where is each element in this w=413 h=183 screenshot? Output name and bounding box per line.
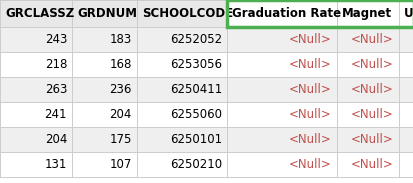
Text: 243: 243: [45, 33, 67, 46]
Text: GRCLASSZ: GRCLASSZ: [5, 7, 74, 20]
Text: Magnet: Magnet: [341, 7, 391, 20]
Bar: [0, 127, 72, 152]
Text: 6250411: 6250411: [169, 83, 221, 96]
Text: <Null>: <Null>: [350, 33, 393, 46]
Bar: [72, 27, 137, 52]
Bar: [137, 27, 226, 52]
Text: <Null>: <Null>: [350, 83, 393, 96]
Bar: [72, 127, 137, 152]
Bar: [137, 102, 226, 127]
Bar: [72, 0, 137, 27]
Text: Under82: Under82: [403, 7, 413, 20]
Bar: [72, 52, 137, 77]
Bar: [336, 0, 398, 27]
Bar: [226, 127, 336, 152]
Text: <Null>: <Null>: [350, 108, 393, 121]
Text: 6250210: 6250210: [169, 158, 221, 171]
Text: SCHOOLCODE: SCHOOLCODE: [142, 7, 233, 20]
Bar: [226, 52, 336, 77]
Bar: [336, 152, 398, 177]
Text: 131: 131: [45, 158, 67, 171]
Bar: [226, 152, 336, 177]
Text: 204: 204: [45, 133, 67, 146]
Text: <Null>: <Null>: [350, 133, 393, 146]
Bar: [226, 77, 336, 102]
Bar: [0, 77, 72, 102]
Bar: [137, 52, 226, 77]
Bar: [226, 0, 336, 27]
Bar: [336, 102, 398, 127]
Text: <Null>: <Null>: [289, 158, 331, 171]
Text: 204: 204: [109, 108, 132, 121]
Bar: [137, 127, 226, 152]
Text: 175: 175: [109, 133, 132, 146]
Text: <Null>: <Null>: [289, 58, 331, 71]
Text: <Null>: <Null>: [289, 133, 331, 146]
Text: 107: 107: [109, 158, 132, 171]
Bar: [0, 27, 72, 52]
Bar: [72, 77, 137, 102]
Text: 168: 168: [109, 58, 132, 71]
Bar: [336, 77, 398, 102]
Bar: [398, 52, 413, 77]
Text: 263: 263: [45, 83, 67, 96]
Bar: [0, 102, 72, 127]
Bar: [398, 27, 413, 52]
Text: <Null>: <Null>: [350, 158, 393, 171]
Bar: [398, 127, 413, 152]
Text: 218: 218: [45, 58, 67, 71]
Text: 241: 241: [44, 108, 67, 121]
Bar: [336, 27, 398, 52]
Bar: [72, 102, 137, 127]
Bar: [398, 102, 413, 127]
Text: GRDNUM: GRDNUM: [77, 7, 137, 20]
Text: 183: 183: [109, 33, 132, 46]
Bar: [398, 77, 413, 102]
Bar: [226, 102, 336, 127]
Bar: [226, 0, 413, 27]
Text: Graduation Rate: Graduation Rate: [231, 7, 340, 20]
Bar: [137, 152, 226, 177]
Bar: [137, 0, 226, 27]
Bar: [336, 52, 398, 77]
Text: 236: 236: [109, 83, 132, 96]
Bar: [0, 152, 72, 177]
Text: 6252052: 6252052: [169, 33, 221, 46]
Text: 6253056: 6253056: [170, 58, 221, 71]
Bar: [0, 0, 72, 27]
Bar: [398, 0, 413, 27]
Bar: [336, 127, 398, 152]
Bar: [226, 27, 336, 52]
Text: <Null>: <Null>: [289, 108, 331, 121]
Text: 6250101: 6250101: [169, 133, 221, 146]
Text: 6255060: 6255060: [170, 108, 221, 121]
Bar: [72, 152, 137, 177]
Text: <Null>: <Null>: [289, 33, 331, 46]
Bar: [0, 52, 72, 77]
Text: <Null>: <Null>: [289, 83, 331, 96]
Bar: [398, 152, 413, 177]
Text: <Null>: <Null>: [350, 58, 393, 71]
Bar: [137, 77, 226, 102]
